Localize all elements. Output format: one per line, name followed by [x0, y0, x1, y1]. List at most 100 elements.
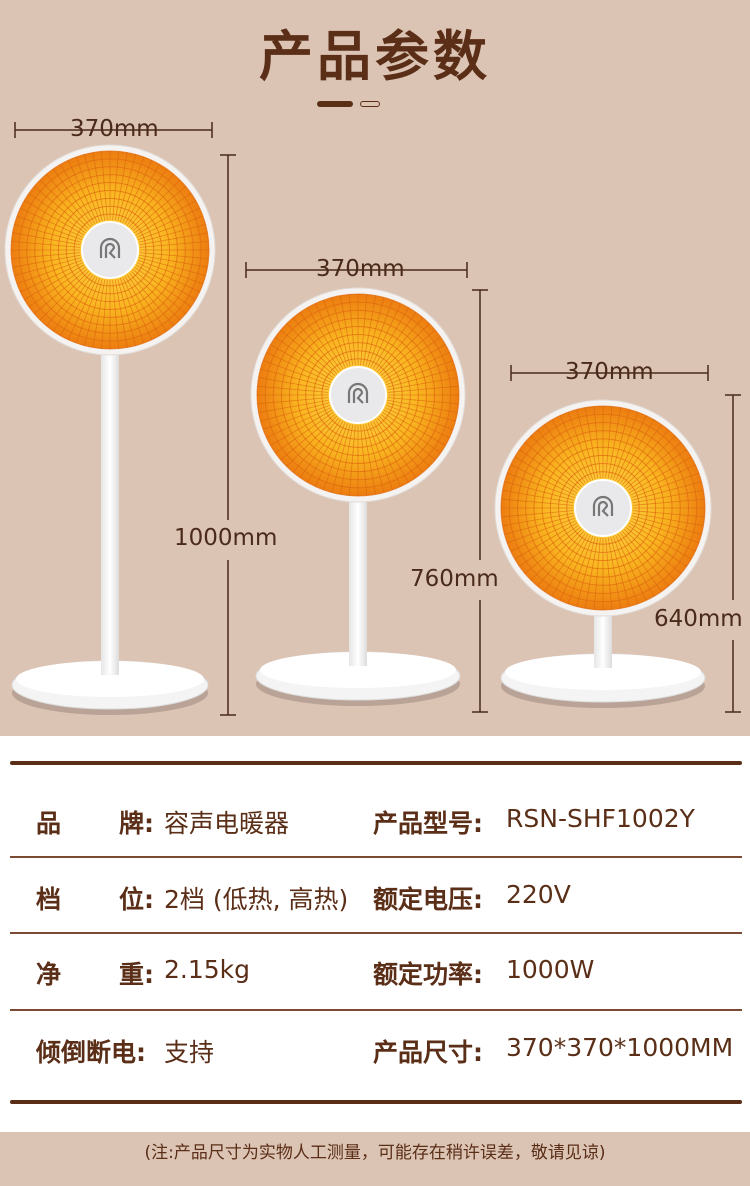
grill-spoke: [628, 456, 692, 494]
grill-spoke: [501, 510, 574, 518]
grill-spoke: [376, 417, 424, 473]
height-label-1: 1000mm: [174, 525, 278, 551]
grill-spoke: [130, 179, 181, 230]
grill-spoke: [14, 223, 82, 243]
grill-spoke: [20, 207, 83, 238]
grill-spoke: [372, 420, 409, 483]
grill-spoke: [260, 402, 330, 422]
grill-spoke: [385, 407, 450, 439]
brand-logo-icon: [347, 382, 369, 404]
grill-spoke: [632, 512, 704, 527]
carousel-indicator[interactable]: [360, 101, 380, 107]
grill-spoke: [625, 526, 682, 574]
grill-spoke: [615, 415, 647, 481]
grill-spoke: [340, 295, 354, 366]
grill-spoke: [507, 472, 575, 499]
spec-label: 重:: [119, 960, 154, 989]
row-divider: [10, 856, 742, 858]
grill-spoke: [382, 411, 441, 454]
heater: [4, 144, 216, 715]
grill-spoke: [559, 535, 591, 601]
spec-value: 220V: [506, 880, 571, 909]
grill-spoke: [605, 537, 613, 610]
grill-spoke: [631, 472, 699, 499]
grill-spoke: [112, 151, 120, 221]
grill-spoke: [387, 385, 459, 393]
grill-spoke: [28, 266, 86, 308]
heater-illustrations: [4, 122, 741, 716]
grill-spoke: [11, 240, 81, 248]
grill-spoke: [52, 274, 94, 332]
grill-spoke: [122, 277, 153, 340]
heater: [250, 287, 466, 706]
grill-spoke: [119, 156, 145, 222]
grill-spoke: [510, 464, 576, 496]
grill-spoke: [380, 413, 436, 461]
grill-spoke: [348, 294, 356, 366]
grill-spoke: [632, 489, 704, 504]
grill-spoke: [621, 530, 669, 587]
grill-spoke: [559, 415, 591, 481]
spec-value: 370*370*1000MM: [506, 1033, 734, 1062]
grill-spoke: [621, 429, 669, 486]
grill-spoke: [370, 422, 402, 487]
grill-spoke: [138, 215, 204, 241]
page-title: 产品参数: [259, 25, 491, 88]
heater-pole: [349, 497, 367, 666]
grill-spoke: [39, 270, 90, 321]
grill-spoke: [135, 200, 196, 236]
grill-spoke: [593, 537, 601, 610]
grill-spoke: [510, 520, 576, 552]
grill-spoke: [378, 415, 430, 467]
spec-row: 档 位: 2档 (低热, 高热) 额定电压: 220V: [0, 880, 750, 920]
grill-spoke: [292, 317, 340, 373]
grill-spoke: [584, 407, 599, 479]
width-label-2: 370mm: [316, 256, 405, 282]
grill-spoke: [92, 152, 106, 221]
grill-spoke: [625, 442, 682, 490]
grill-spoke: [619, 532, 662, 592]
grill-spoke: [386, 360, 454, 386]
grill-spoke: [117, 154, 137, 222]
heater: [494, 399, 712, 708]
grill-spoke: [124, 164, 160, 225]
spec-value: 1000W: [506, 955, 595, 984]
grill-spoke: [134, 266, 192, 308]
grill-spoke: [114, 279, 128, 348]
grill-spoke: [100, 279, 108, 349]
grill-spoke: [605, 406, 613, 479]
grill-spoke: [530, 435, 583, 488]
grill-spoke: [286, 323, 338, 375]
grill-spoke: [132, 268, 187, 314]
grill-spoke: [52, 168, 94, 226]
spec-label: 净: [36, 960, 62, 989]
spec-label: 牌:: [119, 809, 154, 838]
grill-spoke: [112, 279, 120, 349]
grill-spoke: [75, 156, 101, 222]
grill-spoke: [24, 200, 85, 236]
grill-spoke: [130, 270, 181, 321]
brand-logo-icon: [99, 237, 121, 259]
grill-spoke: [139, 240, 209, 248]
grill-spoke: [46, 173, 92, 228]
grill-spoke: [383, 409, 446, 446]
width-label-3: 370mm: [565, 359, 654, 385]
grill-spoke: [307, 420, 344, 483]
grill-spoke: [519, 524, 579, 567]
grill-spoke: [623, 435, 676, 488]
grill-spoke: [20, 262, 83, 293]
center-cap: [329, 366, 387, 424]
grill-spoke: [135, 264, 196, 300]
grill-spoke: [119, 278, 145, 344]
heater-pole: [101, 350, 119, 675]
grill-spoke: [365, 423, 385, 493]
carousel-indicator-active[interactable]: [317, 101, 353, 107]
grill-spoke: [138, 223, 206, 243]
heater-base-top: [505, 654, 701, 690]
grill-spoke: [117, 278, 137, 346]
grill-spoke: [75, 278, 101, 344]
grill-spoke: [544, 424, 587, 484]
grill-spoke: [631, 481, 702, 501]
height-label-3: 640mm: [654, 606, 743, 632]
grill-spoke: [132, 186, 187, 232]
